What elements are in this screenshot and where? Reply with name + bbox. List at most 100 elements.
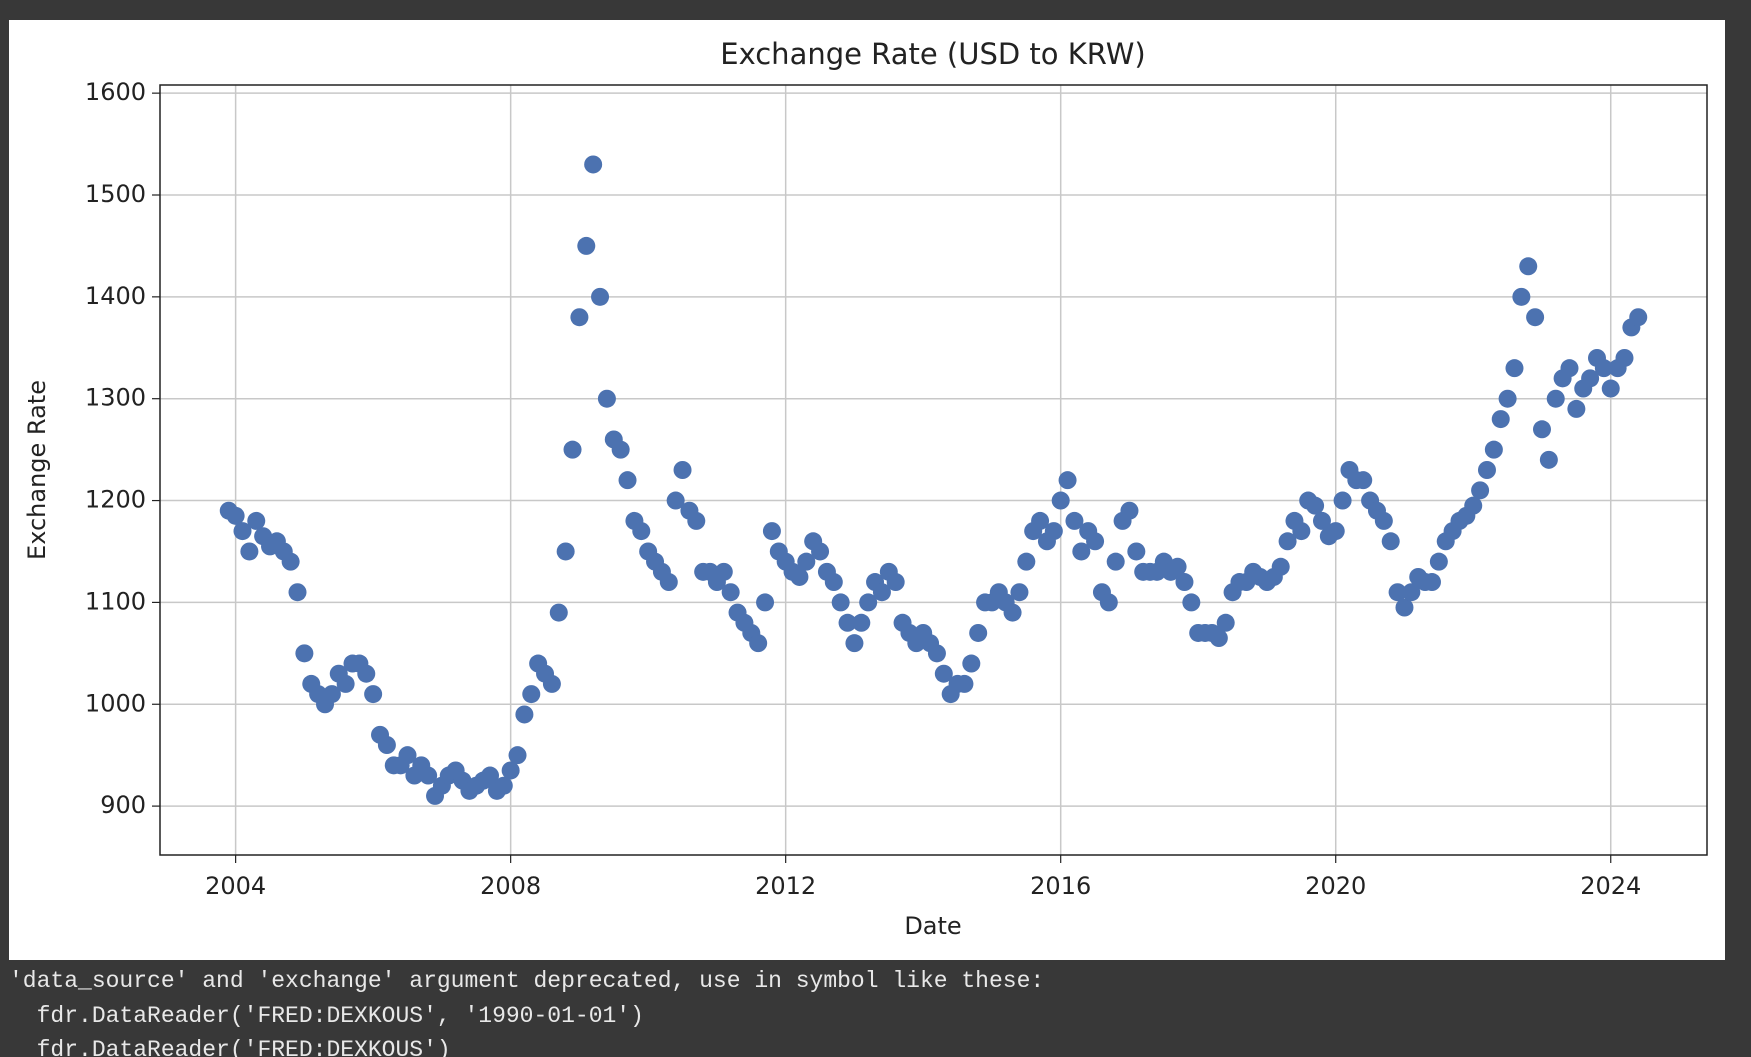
data-point — [1271, 557, 1290, 576]
y-tick-label: 1600 — [85, 78, 146, 106]
data-point — [1354, 471, 1373, 490]
data-point — [515, 705, 534, 724]
data-point — [831, 593, 850, 612]
data-point — [419, 766, 438, 785]
data-point — [563, 440, 582, 459]
data-point — [1484, 440, 1503, 459]
data-point — [618, 471, 637, 490]
data-point — [1182, 593, 1201, 612]
data-point — [934, 664, 953, 683]
data-point — [1491, 410, 1510, 429]
x-tick-label: 2020 — [1305, 872, 1366, 900]
data-point — [1429, 552, 1448, 571]
data-point — [687, 511, 706, 530]
data-point — [1003, 603, 1022, 622]
x-tick-label: 2024 — [1580, 872, 1641, 900]
y-tick-label: 1500 — [85, 180, 146, 208]
plot-frame — [159, 84, 1708, 856]
data-point — [494, 776, 513, 795]
data-point — [549, 603, 568, 622]
data-point — [1539, 450, 1558, 469]
data-point — [501, 761, 520, 780]
y-tick-label: 1400 — [85, 282, 146, 310]
figure — [9, 20, 1725, 960]
data-point — [508, 746, 527, 765]
data-point — [1010, 583, 1029, 602]
data-point — [1374, 511, 1393, 530]
data-point — [1519, 257, 1538, 276]
data-point — [886, 573, 905, 592]
data-point — [522, 685, 541, 704]
data-point — [1395, 598, 1414, 617]
data-point — [1326, 522, 1345, 541]
data-point — [845, 634, 864, 653]
data-point — [226, 506, 245, 525]
data-point — [1581, 369, 1600, 388]
data-point — [838, 613, 857, 632]
data-point — [1546, 389, 1565, 408]
data-point — [295, 644, 314, 663]
data-point — [288, 583, 307, 602]
data-point — [1629, 308, 1648, 327]
data-point — [962, 654, 981, 673]
data-point — [584, 155, 603, 174]
data-point — [666, 491, 685, 510]
data-point — [756, 593, 775, 612]
data-point — [1464, 496, 1483, 515]
data-point — [1402, 583, 1421, 602]
data-point — [824, 573, 843, 592]
data-point — [611, 440, 630, 459]
data-point — [1127, 542, 1146, 561]
data-point — [721, 583, 740, 602]
data-point — [927, 644, 946, 663]
y-tick-label: 1300 — [85, 384, 146, 412]
data-point — [632, 522, 651, 541]
data-point — [872, 583, 891, 602]
data-point — [1058, 471, 1077, 490]
chart-title: Exchange Rate (USD to KRW) — [720, 37, 1145, 71]
y-tick-label: 1100 — [85, 587, 146, 615]
data-point — [357, 664, 376, 683]
console-line: 'data_source' and 'exchange' argument de… — [9, 968, 1044, 994]
data-point — [247, 511, 266, 530]
data-point — [542, 674, 561, 693]
data-point — [1072, 542, 1091, 561]
data-point — [398, 746, 417, 765]
data-point — [1051, 491, 1070, 510]
y-tick-label: 1000 — [85, 689, 146, 717]
data-point — [1044, 522, 1063, 541]
data-point — [673, 461, 692, 479]
data-point — [1106, 552, 1125, 571]
data-point — [659, 573, 678, 592]
data-point — [749, 634, 768, 653]
data-point — [364, 685, 383, 704]
x-tick-label: 2008 — [480, 872, 541, 900]
data-point — [1278, 532, 1297, 551]
x-tick-label: 2012 — [755, 872, 816, 900]
data-point — [1601, 379, 1620, 398]
data-point — [1333, 491, 1352, 510]
data-point — [811, 542, 830, 561]
data-point — [1175, 573, 1194, 592]
data-point — [1381, 532, 1400, 551]
x-tick-label: 2016 — [1030, 872, 1091, 900]
data-point — [377, 736, 396, 754]
data-point — [1312, 511, 1331, 530]
data-point — [577, 236, 596, 255]
data-point — [1422, 573, 1441, 592]
x-axis-label: Date — [904, 912, 961, 940]
y-tick-label: 1200 — [85, 486, 146, 514]
data-point — [1526, 308, 1545, 327]
data-point — [1216, 613, 1235, 632]
data-point — [1065, 511, 1084, 530]
data-point — [1512, 287, 1531, 306]
data-point — [955, 674, 974, 693]
data-point — [714, 562, 733, 581]
data-point — [556, 542, 575, 561]
data-point — [1505, 359, 1524, 378]
console-line: fdr.DataReader('FRED:DEXKOUS') — [9, 1037, 451, 1057]
data-point — [969, 623, 988, 642]
data-point — [762, 522, 781, 541]
data-point — [1594, 359, 1613, 378]
